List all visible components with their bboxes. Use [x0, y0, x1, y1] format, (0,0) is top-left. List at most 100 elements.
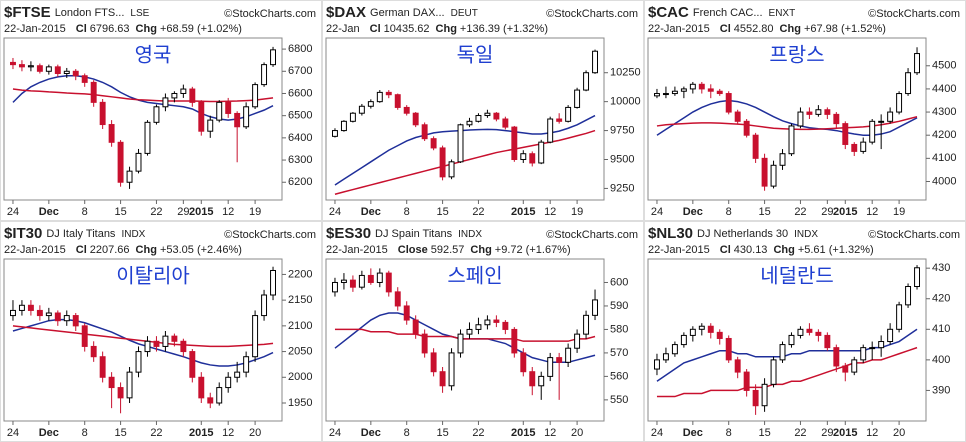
candle-body: [27, 65, 34, 68]
x-tick-label: 8: [404, 427, 410, 439]
chg: +5.61 (+1.32%): [798, 244, 874, 256]
candle-body: [815, 109, 822, 115]
candle-body: [45, 66, 52, 72]
y-tick-label: 420: [932, 293, 950, 305]
symbol: $NL30: [648, 225, 693, 242]
candle-body: [394, 94, 401, 108]
plot-frame: [325, 258, 605, 422]
x-tick-label: Dec: [683, 206, 703, 218]
source: ©StockCharts.com: [224, 229, 316, 241]
date: 22-Jan-2015: [648, 244, 710, 256]
x-tick-label: 2015: [511, 206, 535, 218]
y-tick-label: 6500: [288, 110, 312, 122]
candle-body: [788, 334, 795, 346]
y-tick-label: 6200: [288, 176, 312, 188]
candle-body: [340, 279, 347, 283]
candle-body: [126, 371, 133, 399]
candle-body: [716, 90, 723, 95]
candle-body: [403, 305, 410, 321]
candle-body: [556, 118, 563, 122]
x-tick-label: 24: [7, 427, 19, 439]
candle-body: [565, 106, 572, 122]
x-tick-label: 20: [893, 427, 905, 439]
quote-line: 22-Jan-2015 Cl 430.13 Chg +5.61 (+1.32%): [648, 244, 874, 256]
candle-body: [207, 119, 214, 132]
y-tick-label: 6800: [288, 43, 312, 55]
candle-body: [54, 66, 61, 75]
candle-body: [887, 111, 894, 122]
x-tick-label: 19: [893, 206, 905, 218]
header-line: $NL30 DJ Netherlands 30 INDX: [648, 225, 818, 242]
y-tick-label: 2050: [288, 345, 312, 357]
candle-body: [216, 387, 223, 404]
source: ©StockCharts.com: [546, 229, 638, 241]
candle-body: [349, 112, 356, 122]
candle-body: [556, 357, 563, 363]
country-label: 프랑스: [769, 43, 824, 67]
candle-body: [484, 112, 491, 117]
candle-body: [824, 334, 831, 349]
quote-line: 22-Jan-2015 Close 592.57 Chg +9.72 (+1.67%): [326, 244, 571, 256]
quote: 430.13: [734, 244, 768, 256]
y-tick-label: 4200: [932, 129, 956, 141]
candle-body: [770, 359, 777, 385]
y-tick-label: 9250: [610, 182, 634, 194]
exchange: INDX: [794, 229, 818, 240]
candle-body: [565, 347, 572, 363]
candle-body: [806, 111, 813, 115]
x-tick-label: 24: [7, 206, 19, 218]
candle-body: [869, 120, 876, 143]
y-tick-label: 6300: [288, 154, 312, 166]
candle-body: [90, 81, 97, 103]
candle-body: [851, 359, 858, 373]
candle-body: [18, 304, 25, 311]
candle-body: [547, 118, 554, 143]
quote: 2207.66: [90, 244, 130, 256]
candle-body: [860, 347, 867, 361]
header-line: $CAC French CAC... ENXT: [648, 4, 795, 21]
y-tick-label: 2150: [288, 294, 312, 306]
candle-body: [81, 75, 88, 83]
candle-body: [457, 124, 464, 163]
y-tick-label: 600: [610, 276, 628, 288]
candle-body: [887, 328, 894, 343]
candle-body: [180, 340, 187, 353]
chart-panel: $NL30 DJ Netherlands 30 INDX ©StockCharts.c…: [644, 221, 966, 442]
x-tick-label: 15: [114, 427, 126, 439]
candle-body: [10, 61, 16, 66]
x-tick-label: 12: [866, 206, 878, 218]
header-line: $ES30 DJ Spain Titans INDX: [326, 225, 482, 242]
candle-body: [466, 328, 473, 335]
y-tick-label: 10250: [610, 67, 641, 79]
candle-body: [725, 337, 732, 361]
candle-body: [592, 50, 598, 74]
candle-body: [707, 88, 714, 92]
candle-body: [189, 88, 196, 103]
x-tick-label: 12: [222, 206, 234, 218]
header-line: $IT30 DJ Italy Titans INDX: [4, 225, 146, 242]
candle-body: [761, 157, 768, 187]
candle-body: [385, 272, 392, 293]
y-tick-label: 410: [932, 323, 950, 335]
candle-body: [457, 333, 464, 354]
candle-body: [332, 130, 338, 137]
candle-body: [332, 281, 338, 293]
source: ©StockCharts.com: [546, 8, 638, 20]
candle-body: [520, 352, 527, 373]
candle-body: [493, 319, 500, 323]
candle-body: [412, 319, 419, 335]
y-tick-label: 4500: [932, 60, 956, 72]
candle-body: [376, 272, 383, 283]
chart-panel: $FTSE London FTS... LSE ©StockCharts.com 22-…: [0, 0, 322, 221]
candle-body: [583, 72, 590, 91]
candle-body: [654, 359, 660, 370]
candle-body: [529, 371, 536, 387]
candle-body: [671, 344, 678, 355]
x-tick-label: Dec: [361, 206, 381, 218]
quote: 592.57: [431, 244, 465, 256]
x-tick-label: 19: [571, 206, 583, 218]
candle-body: [466, 120, 473, 126]
candle-body: [842, 123, 849, 145]
x-tick-label: 22: [150, 206, 162, 218]
candle-body: [761, 383, 768, 407]
